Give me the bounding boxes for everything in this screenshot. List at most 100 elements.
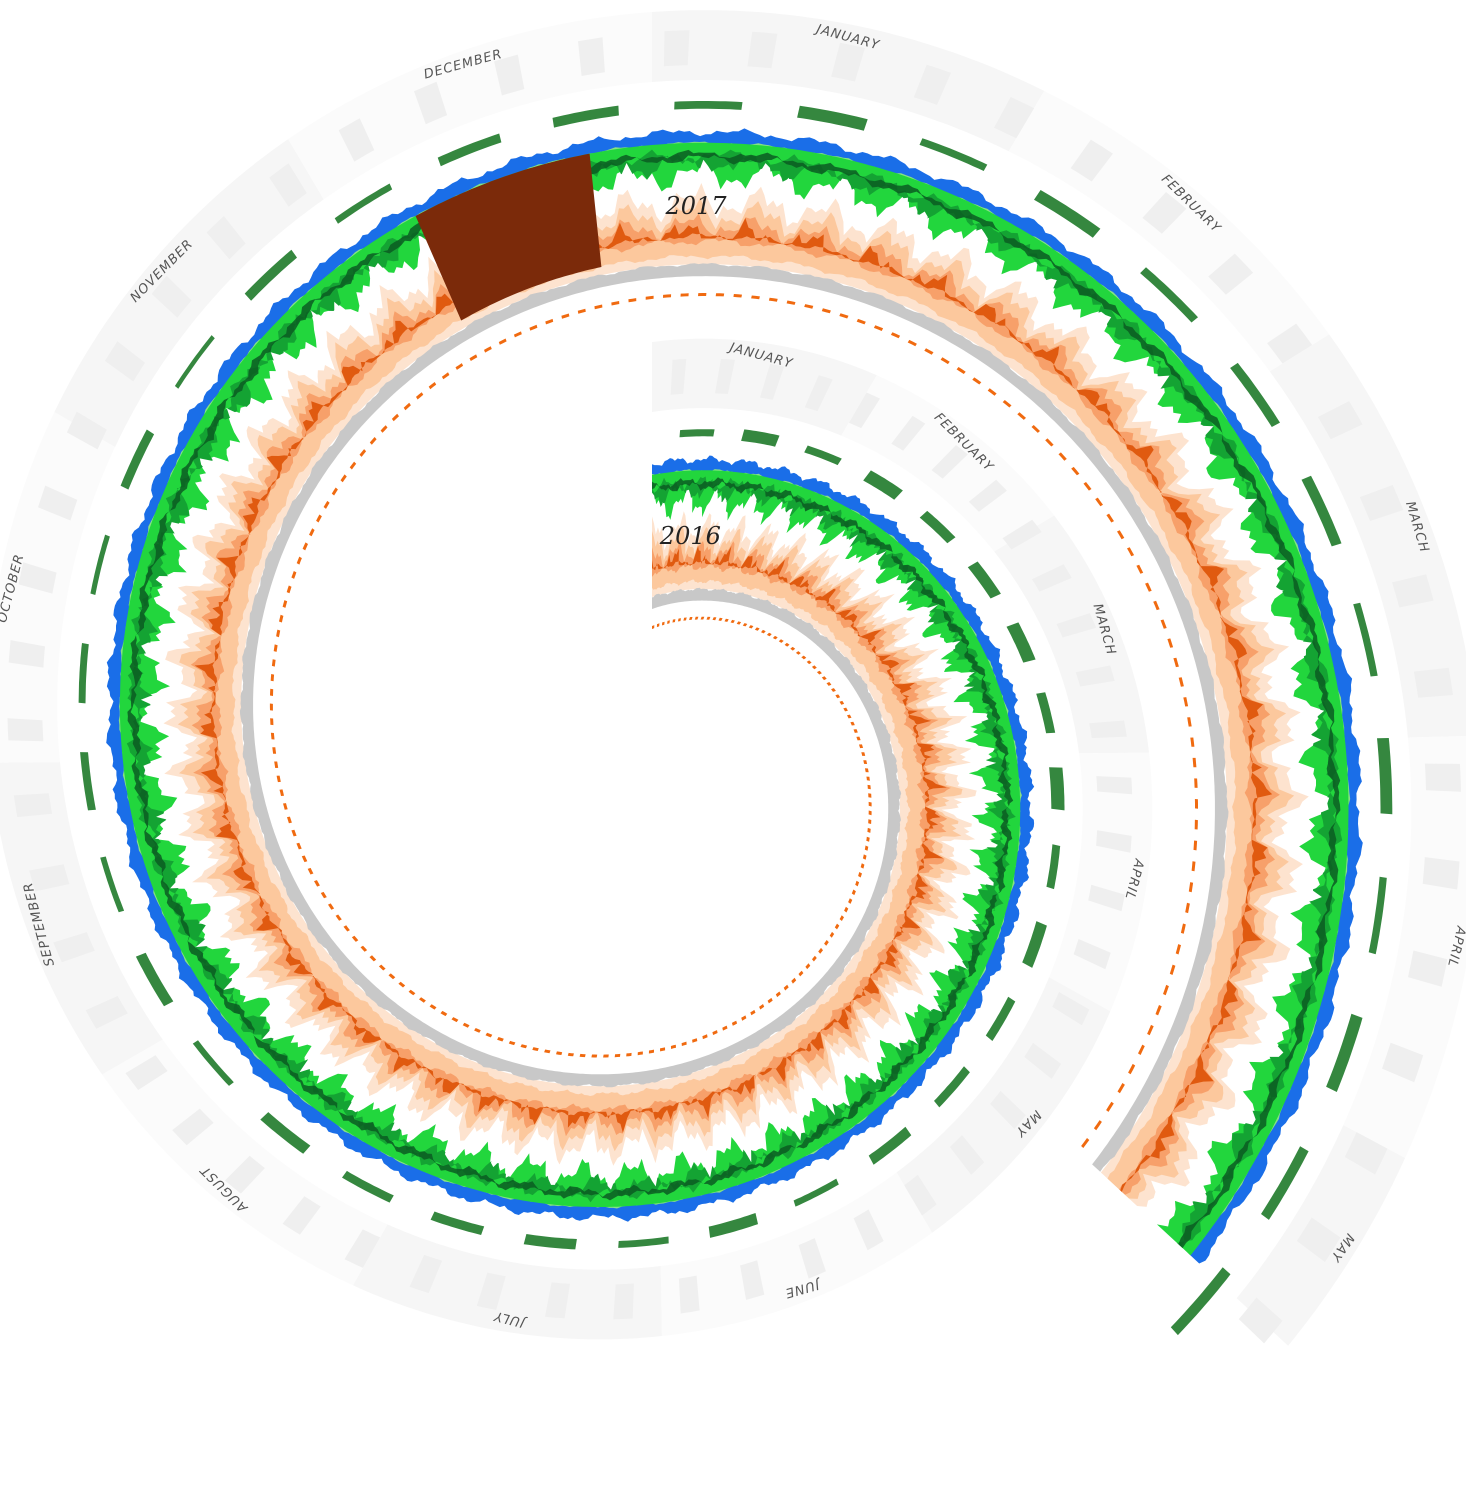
wind-mark — [244, 249, 297, 301]
week-tick — [1392, 574, 1434, 608]
week-tick — [224, 1155, 265, 1194]
temperature-mark — [715, 293, 725, 297]
temperature-mark — [497, 1037, 504, 1042]
temperature-mark — [652, 625, 655, 629]
temperature-mark — [662, 621, 665, 626]
temperature-mark — [694, 616, 699, 620]
wind-mark — [552, 105, 619, 128]
temperature-mark — [408, 989, 416, 996]
temperature-mark — [508, 1040, 516, 1046]
temperature-mark — [287, 816, 292, 824]
temperature-mark — [1127, 547, 1135, 557]
temperature-mark — [866, 836, 870, 842]
week-tick — [1075, 665, 1115, 687]
temperature-mark — [818, 947, 823, 954]
temperature-mark — [924, 348, 934, 355]
temperature-mark — [759, 1004, 765, 1010]
wind-mark — [793, 1178, 839, 1207]
temperature-mark — [804, 304, 814, 309]
temperature-mark — [1002, 400, 1012, 408]
temperature-mark — [736, 621, 742, 625]
temperature-mark — [859, 744, 864, 749]
temperature-mark — [1031, 425, 1040, 433]
week-tick — [1208, 253, 1254, 295]
week-tick — [1344, 1132, 1388, 1175]
temperature-mark — [1173, 657, 1179, 668]
temperature-mark — [844, 906, 849, 913]
temperature-mark — [790, 646, 796, 651]
week-tick — [891, 415, 926, 451]
temperature-mark — [864, 845, 869, 851]
temperature-mark — [340, 474, 347, 483]
week-tick — [18, 562, 57, 594]
week-tick — [269, 163, 307, 207]
wind-mark — [674, 101, 743, 110]
temperature-mark — [890, 332, 901, 339]
wind-mark — [1353, 602, 1378, 677]
month-sector-bg — [288, 12, 652, 200]
year-label: 2017 — [665, 192, 728, 220]
temperature-mark — [637, 1051, 643, 1056]
temperature-mark — [826, 682, 832, 686]
temperature-mark — [751, 295, 760, 300]
wind-mark — [1006, 622, 1036, 663]
temperature-mark — [1147, 1024, 1154, 1036]
wind-mark — [919, 138, 988, 171]
week-tick — [8, 640, 45, 668]
month-sector-bg — [353, 1224, 662, 1340]
temperature-mark — [677, 618, 681, 622]
week-tick — [1056, 613, 1097, 638]
temperature-mark — [314, 880, 320, 887]
week-tick — [125, 1055, 168, 1090]
temperature-mark — [768, 297, 778, 302]
temperature-mark — [272, 747, 277, 754]
wind-mark — [1140, 267, 1198, 323]
temperature-mark — [429, 1004, 437, 1010]
temperature-mark — [520, 1044, 528, 1049]
week-tick — [414, 81, 448, 125]
temperature-mark — [987, 388, 997, 396]
temperature-mark — [544, 1049, 551, 1054]
temperature-mark — [561, 313, 570, 319]
week-tick — [613, 1283, 634, 1320]
week-tick — [1088, 884, 1125, 912]
week-tick — [66, 411, 107, 450]
wind-mark — [90, 534, 110, 595]
temperature-mark — [829, 931, 835, 938]
temperature-mark — [940, 357, 950, 365]
week-tick — [931, 445, 968, 479]
temperature-mark — [416, 392, 424, 400]
temperature-mark — [761, 629, 766, 634]
temperature-mark — [1093, 1120, 1102, 1131]
temperature-mark — [271, 659, 276, 667]
temperature-mark — [1175, 944, 1181, 955]
wind-mark — [868, 1126, 912, 1165]
temperature-mark — [302, 542, 308, 551]
temperature-mark — [1138, 1044, 1145, 1055]
temperature-mark — [323, 500, 330, 509]
temperature-mark — [731, 1020, 738, 1026]
week-tick — [760, 364, 785, 400]
wind-mark — [797, 105, 868, 131]
temperature-mark — [863, 760, 868, 764]
week-tick — [1096, 776, 1133, 795]
temperature-mark — [1083, 482, 1092, 491]
week-tick — [13, 793, 53, 818]
wind-mark — [1230, 362, 1280, 427]
wind-mark — [1046, 844, 1061, 890]
temperature-mark — [301, 855, 308, 863]
temperature-mark — [772, 635, 778, 640]
temperature-mark — [360, 945, 368, 952]
temperature-mark — [795, 651, 801, 655]
temperature-mark — [850, 721, 855, 726]
temperature-mark — [722, 1025, 728, 1031]
temperature-mark — [660, 1047, 666, 1052]
temperature-mark — [860, 863, 865, 869]
temperature-mark — [349, 461, 357, 470]
temperature-mark — [839, 915, 844, 921]
temperature-mark — [1136, 564, 1144, 574]
temperature-mark — [380, 425, 388, 433]
temperature-mark — [307, 867, 314, 875]
cool-light-area — [119, 142, 1349, 1256]
week-tick — [1024, 1042, 1061, 1079]
